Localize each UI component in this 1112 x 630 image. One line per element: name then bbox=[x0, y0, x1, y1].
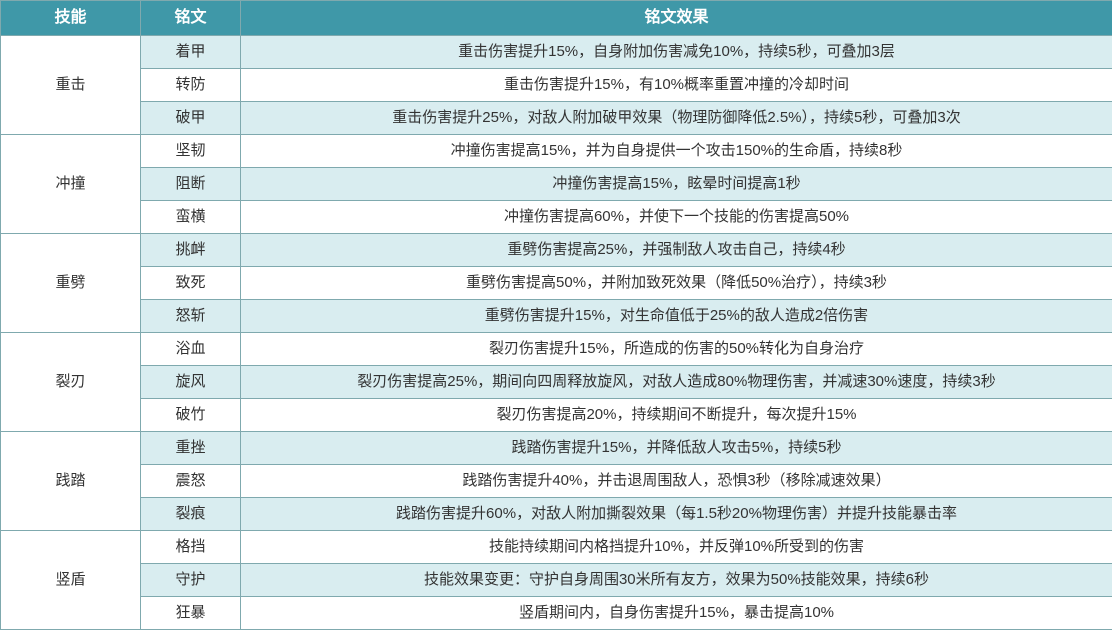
effect-cell: 重击伤害提升15%，自身附加伤害减免10%，持续5秒，可叠加3层 bbox=[241, 35, 1112, 68]
effect-cell: 裂刃伤害提升15%，所造成的伤害的50%转化为自身治疗 bbox=[241, 332, 1112, 365]
rune-cell: 守护 bbox=[141, 563, 241, 596]
table-row: 裂痕践踏伤害提升60%，对敌人附加撕裂效果（每1.5秒20%物理伤害）并提升技能… bbox=[1, 497, 1112, 530]
skill-rune-table: 技能 铭文 铭文效果 重击着甲重击伤害提升15%，自身附加伤害减免10%，持续5… bbox=[0, 0, 1112, 630]
rune-cell: 着甲 bbox=[141, 35, 241, 68]
header-skill: 技能 bbox=[1, 1, 141, 36]
effect-cell: 技能效果变更：守护自身周围30米所有友方，效果为50%技能效果，持续6秒 bbox=[241, 563, 1112, 596]
rune-cell: 致死 bbox=[141, 266, 241, 299]
table-row: 阻断冲撞伤害提高15%，眩晕时间提高1秒 bbox=[1, 167, 1112, 200]
rune-cell: 格挡 bbox=[141, 530, 241, 563]
table-row: 旋风裂刃伤害提高25%，期间向四周释放旋风，对敌人造成80%物理伤害，并减速30… bbox=[1, 365, 1112, 398]
rune-cell: 裂痕 bbox=[141, 497, 241, 530]
table-row: 重击着甲重击伤害提升15%，自身附加伤害减免10%，持续5秒，可叠加3层 bbox=[1, 35, 1112, 68]
skill-cell: 裂刃 bbox=[1, 332, 141, 431]
skill-cell: 践踏 bbox=[1, 431, 141, 530]
table-row: 致死重劈伤害提高50%，并附加致死效果（降低50%治疗），持续3秒 bbox=[1, 266, 1112, 299]
effect-cell: 践踏伤害提升60%，对敌人附加撕裂效果（每1.5秒20%物理伤害）并提升技能暴击… bbox=[241, 497, 1112, 530]
table-row: 破竹裂刃伤害提高20%，持续期间不断提升，每次提升15% bbox=[1, 398, 1112, 431]
header-rune: 铭文 bbox=[141, 1, 241, 36]
table-row: 震怒践踏伤害提升40%，并击退周围敌人，恐惧3秒（移除减速效果） bbox=[1, 464, 1112, 497]
rune-cell: 浴血 bbox=[141, 332, 241, 365]
effect-cell: 技能持续期间内格挡提升10%，并反弹10%所受到的伤害 bbox=[241, 530, 1112, 563]
table-row: 怒斩重劈伤害提升15%，对生命值低于25%的敌人造成2倍伤害 bbox=[1, 299, 1112, 332]
effect-cell: 冲撞伤害提高15%，眩晕时间提高1秒 bbox=[241, 167, 1112, 200]
skill-cell: 竖盾 bbox=[1, 530, 141, 629]
effect-cell: 重击伤害提升25%，对敌人附加破甲效果（物理防御降低2.5%），持续5秒，可叠加… bbox=[241, 101, 1112, 134]
rune-cell: 蛮横 bbox=[141, 200, 241, 233]
effect-cell: 践踏伤害提升15%，并降低敌人攻击5%，持续5秒 bbox=[241, 431, 1112, 464]
rune-cell: 破甲 bbox=[141, 101, 241, 134]
table-row: 转防重击伤害提升15%，有10%概率重置冲撞的冷却时间 bbox=[1, 68, 1112, 101]
table-row: 践踏重挫践踏伤害提升15%，并降低敌人攻击5%，持续5秒 bbox=[1, 431, 1112, 464]
table-row: 蛮横冲撞伤害提高60%，并使下一个技能的伤害提高50% bbox=[1, 200, 1112, 233]
header-effect: 铭文效果 bbox=[241, 1, 1112, 36]
table-row: 裂刃浴血裂刃伤害提升15%，所造成的伤害的50%转化为自身治疗 bbox=[1, 332, 1112, 365]
table-body: 重击着甲重击伤害提升15%，自身附加伤害减免10%，持续5秒，可叠加3层转防重击… bbox=[1, 35, 1112, 629]
table-row: 破甲重击伤害提升25%，对敌人附加破甲效果（物理防御降低2.5%），持续5秒，可… bbox=[1, 101, 1112, 134]
rune-cell: 破竹 bbox=[141, 398, 241, 431]
rune-cell: 狂暴 bbox=[141, 596, 241, 629]
table-header-row: 技能 铭文 铭文效果 bbox=[1, 1, 1112, 36]
effect-cell: 重击伤害提升15%，有10%概率重置冲撞的冷却时间 bbox=[241, 68, 1112, 101]
rune-cell: 重挫 bbox=[141, 431, 241, 464]
rune-cell: 旋风 bbox=[141, 365, 241, 398]
rune-cell: 挑衅 bbox=[141, 233, 241, 266]
rune-cell: 坚韧 bbox=[141, 134, 241, 167]
effect-cell: 竖盾期间内，自身伤害提升15%，暴击提高10% bbox=[241, 596, 1112, 629]
effect-cell: 冲撞伤害提高15%，并为自身提供一个攻击150%的生命盾，持续8秒 bbox=[241, 134, 1112, 167]
effect-cell: 裂刃伤害提高25%，期间向四周释放旋风，对敌人造成80%物理伤害，并减速30%速… bbox=[241, 365, 1112, 398]
skill-cell: 重击 bbox=[1, 35, 141, 134]
table-row: 守护技能效果变更：守护自身周围30米所有友方，效果为50%技能效果，持续6秒 bbox=[1, 563, 1112, 596]
effect-cell: 裂刃伤害提高20%，持续期间不断提升，每次提升15% bbox=[241, 398, 1112, 431]
skill-cell: 重劈 bbox=[1, 233, 141, 332]
table-row: 冲撞坚韧冲撞伤害提高15%，并为自身提供一个攻击150%的生命盾，持续8秒 bbox=[1, 134, 1112, 167]
rune-cell: 震怒 bbox=[141, 464, 241, 497]
effect-cell: 重劈伤害提高50%，并附加致死效果（降低50%治疗），持续3秒 bbox=[241, 266, 1112, 299]
rune-cell: 怒斩 bbox=[141, 299, 241, 332]
table-row: 重劈挑衅重劈伤害提高25%，并强制敌人攻击自己，持续4秒 bbox=[1, 233, 1112, 266]
effect-cell: 冲撞伤害提高60%，并使下一个技能的伤害提高50% bbox=[241, 200, 1112, 233]
effect-cell: 践踏伤害提升40%，并击退周围敌人，恐惧3秒（移除减速效果） bbox=[241, 464, 1112, 497]
rune-cell: 阻断 bbox=[141, 167, 241, 200]
skill-cell: 冲撞 bbox=[1, 134, 141, 233]
table-row: 竖盾格挡技能持续期间内格挡提升10%，并反弹10%所受到的伤害 bbox=[1, 530, 1112, 563]
table-row: 狂暴竖盾期间内，自身伤害提升15%，暴击提高10% bbox=[1, 596, 1112, 629]
rune-cell: 转防 bbox=[141, 68, 241, 101]
effect-cell: 重劈伤害提高25%，并强制敌人攻击自己，持续4秒 bbox=[241, 233, 1112, 266]
effect-cell: 重劈伤害提升15%，对生命值低于25%的敌人造成2倍伤害 bbox=[241, 299, 1112, 332]
